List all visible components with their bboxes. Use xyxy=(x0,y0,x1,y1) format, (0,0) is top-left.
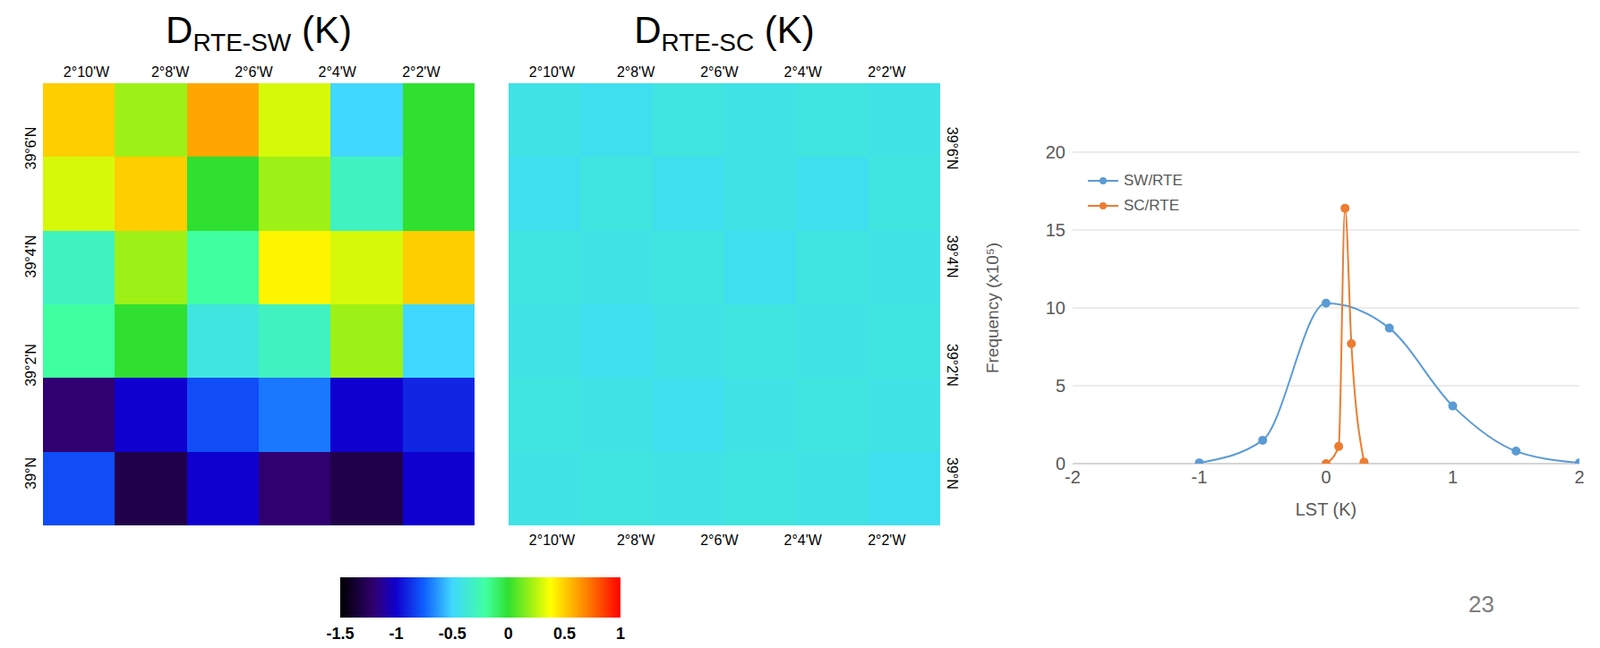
svg-text:39°N: 39°N xyxy=(23,457,39,490)
svg-text:2°8'W: 2°8'W xyxy=(616,532,656,548)
svg-text:Frequency (x10⁵): Frequency (x10⁵) xyxy=(983,242,1002,374)
svg-text:39°4'N: 39°4'N xyxy=(23,235,39,279)
svg-text:2°4'W: 2°4'W xyxy=(318,64,358,80)
svg-text:5: 5 xyxy=(1055,376,1066,396)
html-text:SC/RTE: SC/RTE xyxy=(1123,196,1180,214)
svg-text:2°8'W: 2°8'W xyxy=(616,64,656,80)
svg-text:0: 0 xyxy=(1055,453,1066,474)
html-text:23: 23 xyxy=(1468,590,1495,618)
svg-text:0.5: 0.5 xyxy=(553,624,576,643)
svg-text:1: 1 xyxy=(616,624,625,643)
svg-text:39°6'N: 39°6'N xyxy=(944,127,960,171)
svg-text:-1.5: -1.5 xyxy=(325,624,354,643)
svg-text:2°10'W: 2°10'W xyxy=(529,64,576,80)
svg-text:2°4'W: 2°4'W xyxy=(784,64,823,80)
svg-text:DRTE-SW (K): DRTE-SW (K) xyxy=(165,8,352,57)
svg-text:15: 15 xyxy=(1045,220,1066,240)
svg-text:1: 1 xyxy=(1447,467,1458,488)
svg-text:2°2'W: 2°2'W xyxy=(402,64,441,80)
svg-text:0: 0 xyxy=(504,624,514,643)
svg-text:2°6'W: 2°6'W xyxy=(234,64,274,80)
svg-text:39°2'N: 39°2'N xyxy=(944,343,960,387)
svg-text:-1: -1 xyxy=(389,624,404,643)
svg-text:39°2'N: 39°2'N xyxy=(23,343,39,387)
html-text:SW/RTE: SW/RTE xyxy=(1123,171,1183,189)
svg-text:39°6'N: 39°6'N xyxy=(23,127,39,171)
svg-text:2°4'W: 2°4'W xyxy=(784,532,823,548)
svg-text:-2: -2 xyxy=(1064,467,1081,488)
svg-text:DRTE-SC (K): DRTE-SC (K) xyxy=(633,8,815,57)
svg-text:-0.5: -0.5 xyxy=(438,624,467,643)
svg-text:2: 2 xyxy=(1574,467,1584,488)
svg-text:2°6'W: 2°6'W xyxy=(700,532,739,548)
svg-text:2°2'W: 2°2'W xyxy=(867,64,907,80)
svg-text:2°8'W: 2°8'W xyxy=(151,64,190,80)
svg-text:10: 10 xyxy=(1045,298,1066,318)
svg-text:0: 0 xyxy=(1320,467,1331,488)
svg-text:39°4'N: 39°4'N xyxy=(944,235,960,279)
svg-text:2°10'W: 2°10'W xyxy=(529,532,576,548)
svg-text:39°N: 39°N xyxy=(944,457,960,490)
svg-text:20: 20 xyxy=(1045,142,1066,163)
svg-text:LST (K): LST (K) xyxy=(1295,499,1358,520)
svg-text:2°10'W: 2°10'W xyxy=(63,64,111,80)
svg-text:2°6'W: 2°6'W xyxy=(700,64,739,80)
svg-text:2°2'W: 2°2'W xyxy=(867,532,907,548)
svg-text:-1: -1 xyxy=(1191,467,1208,488)
